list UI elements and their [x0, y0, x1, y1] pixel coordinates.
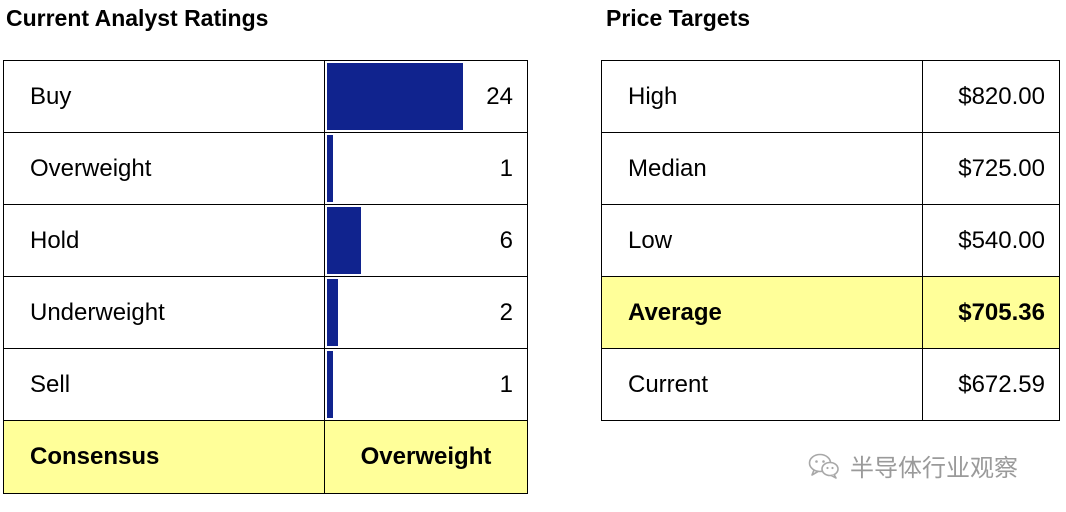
target-value: $672.59: [922, 348, 1060, 421]
rating-label: Underweight: [3, 276, 325, 349]
target-row-high: High $820.00: [601, 60, 1060, 133]
watermark-text: 半导体行业观察: [850, 454, 1018, 482]
target-label: Average: [601, 276, 923, 349]
rating-row-sell: Sell 1: [3, 348, 528, 421]
rating-count: 1: [499, 370, 513, 398]
rating-row-buy: Buy 24: [3, 60, 528, 133]
rating-count: 1: [499, 154, 513, 182]
rating-row-hold: Hold 6: [3, 204, 528, 277]
rating-count: 24: [486, 82, 513, 110]
ratings-title: Current Analyst Ratings: [6, 5, 269, 31]
target-label: Median: [601, 132, 923, 205]
rating-bar-sell: [327, 351, 333, 418]
rating-count: 2: [499, 298, 513, 326]
rating-label: Buy: [3, 60, 325, 133]
rating-row-overweight: Overweight 1: [3, 132, 528, 205]
rating-bar-overweight: [327, 135, 333, 202]
analyst-ratings-table: Buy 24 Overweight 1 Hold 6 Underweight: [3, 60, 528, 494]
target-value: $820.00: [922, 60, 1060, 133]
target-row-current: Current $672.59: [601, 348, 1060, 421]
consensus-value: Overweight: [324, 420, 528, 494]
target-row-low: Low $540.00: [601, 204, 1060, 277]
rating-label: Sell: [3, 348, 325, 421]
rating-bar-hold: [327, 207, 361, 274]
rating-label: Overweight: [3, 132, 325, 205]
watermark: 半导体行业观察: [808, 448, 1018, 483]
target-label: High: [601, 60, 923, 133]
rating-count: 6: [499, 226, 513, 254]
rating-bar-buy: [327, 63, 463, 130]
target-row-median: Median $725.00: [601, 132, 1060, 205]
target-row-average: Average $705.36: [601, 276, 1060, 349]
target-value: $725.00: [922, 132, 1060, 205]
rating-row-underweight: Underweight 2: [3, 276, 528, 349]
target-value: $540.00: [922, 204, 1060, 277]
wechat-icon: [808, 453, 839, 479]
price-targets-table: High $820.00 Median $725.00 Low $540.00 …: [601, 60, 1060, 421]
rating-bar-underweight: [327, 279, 338, 346]
price-targets-title: Price Targets: [606, 5, 751, 31]
target-label: Low: [601, 204, 923, 277]
target-label: Current: [601, 348, 923, 421]
target-value: $705.36: [922, 276, 1060, 349]
rating-label: Hold: [3, 204, 325, 277]
consensus-label: Consensus: [3, 420, 325, 494]
consensus-row: Consensus Overweight: [3, 420, 528, 494]
